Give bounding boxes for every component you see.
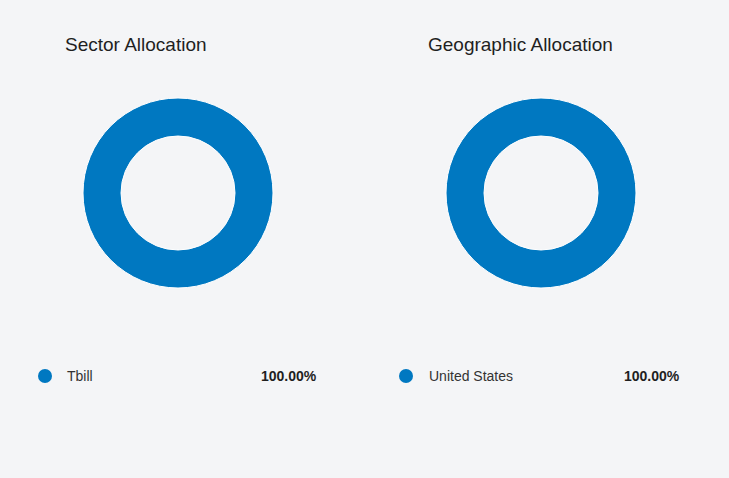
- svg-text:United States: United States: [429, 368, 513, 384]
- svg-text:100.00%: 100.00%: [624, 368, 680, 384]
- svg-text:100.00%: 100.00%: [261, 368, 317, 384]
- svg-text:Tbill: Tbill: [67, 368, 93, 384]
- svg-text:Geographic Allocation: Geographic Allocation: [428, 34, 613, 55]
- svg-text:Sector Allocation: Sector Allocation: [65, 34, 207, 55]
